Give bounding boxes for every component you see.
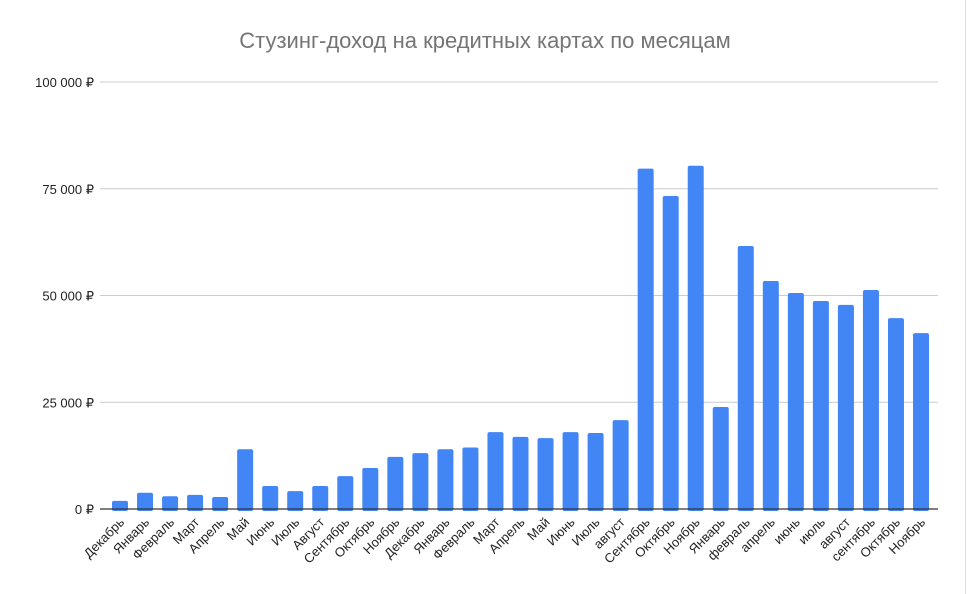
bar: [537, 438, 554, 511]
bar: [737, 245, 754, 511]
y-tick-label: 25 000 ₽: [42, 395, 94, 410]
bar: [787, 292, 804, 511]
x-tick-label: июнь: [770, 514, 803, 547]
bar: [412, 453, 429, 511]
y-tick-label: 75 000 ₽: [42, 182, 94, 197]
bar: [887, 318, 904, 511]
bar: [437, 449, 454, 511]
bar: [162, 496, 179, 511]
bar: [662, 196, 679, 511]
bar: [362, 468, 379, 511]
bar: [462, 447, 479, 511]
sheet-edge-divider: [965, 0, 966, 594]
bar: [587, 432, 604, 511]
bar: [337, 476, 354, 511]
y-tick-label: 0 ₽: [75, 502, 94, 517]
bar: [612, 420, 629, 511]
bar: [137, 492, 154, 511]
bar: [562, 432, 579, 511]
bar: [487, 432, 504, 511]
bar: [312, 485, 329, 511]
bar: [637, 168, 654, 511]
bar: [837, 304, 854, 511]
bar: [262, 485, 279, 511]
bar: [712, 406, 729, 511]
chart-title: Стузинг-доход на кредитных картах по мес…: [239, 28, 731, 53]
bar: [812, 301, 829, 511]
bar: [687, 165, 704, 511]
bar: [287, 491, 304, 511]
y-tick-label: 100 000 ₽: [35, 75, 94, 90]
bar: [512, 436, 529, 511]
bar: [237, 449, 254, 511]
bar: [862, 289, 879, 511]
bar: [387, 456, 404, 511]
bar: [762, 280, 779, 511]
y-tick-label: 50 000 ₽: [42, 289, 94, 304]
bar: [187, 494, 204, 511]
bar: [913, 333, 929, 511]
bar: [212, 497, 229, 511]
